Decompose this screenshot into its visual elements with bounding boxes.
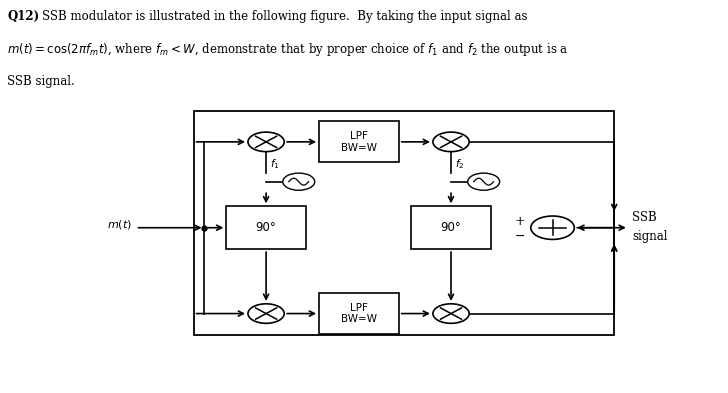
Circle shape [248,132,284,152]
Circle shape [282,173,314,190]
Text: 90°: 90° [256,221,277,234]
Bar [194,111,614,335]
Text: SSB: SSB [633,211,657,224]
Circle shape [467,173,499,190]
Text: $m(t)$: $m(t)$ [107,218,132,231]
Text: signal: signal [633,230,668,243]
Bar [411,206,491,249]
Bar [226,206,306,249]
Text: Q12): Q12) [7,10,39,23]
Text: +: + [515,215,525,228]
Text: LPF
BW=W: LPF BW=W [341,303,377,324]
Text: $-$: $-$ [514,229,525,242]
Bar [319,293,399,334]
Text: LPF
BW=W: LPF BW=W [341,131,377,152]
Circle shape [433,132,469,152]
Text: $f_2$: $f_2$ [455,157,464,171]
Text: 90°: 90° [440,221,462,234]
Text: $m(t)=\cos(2\pi f_m t)$, where $f_m<W$, demonstrate that by proper choice of $f_: $m(t)=\cos(2\pi f_m t)$, where $f_m<W$, … [7,41,569,58]
Circle shape [531,216,574,239]
Text: SSB modulator is illustrated in the following figure.  By taking the input signa: SSB modulator is illustrated in the foll… [42,10,528,23]
Circle shape [433,304,469,323]
Circle shape [248,304,284,323]
Bar [319,121,399,162]
Text: SSB signal.: SSB signal. [7,75,75,88]
Text: $f_1$: $f_1$ [269,157,280,171]
